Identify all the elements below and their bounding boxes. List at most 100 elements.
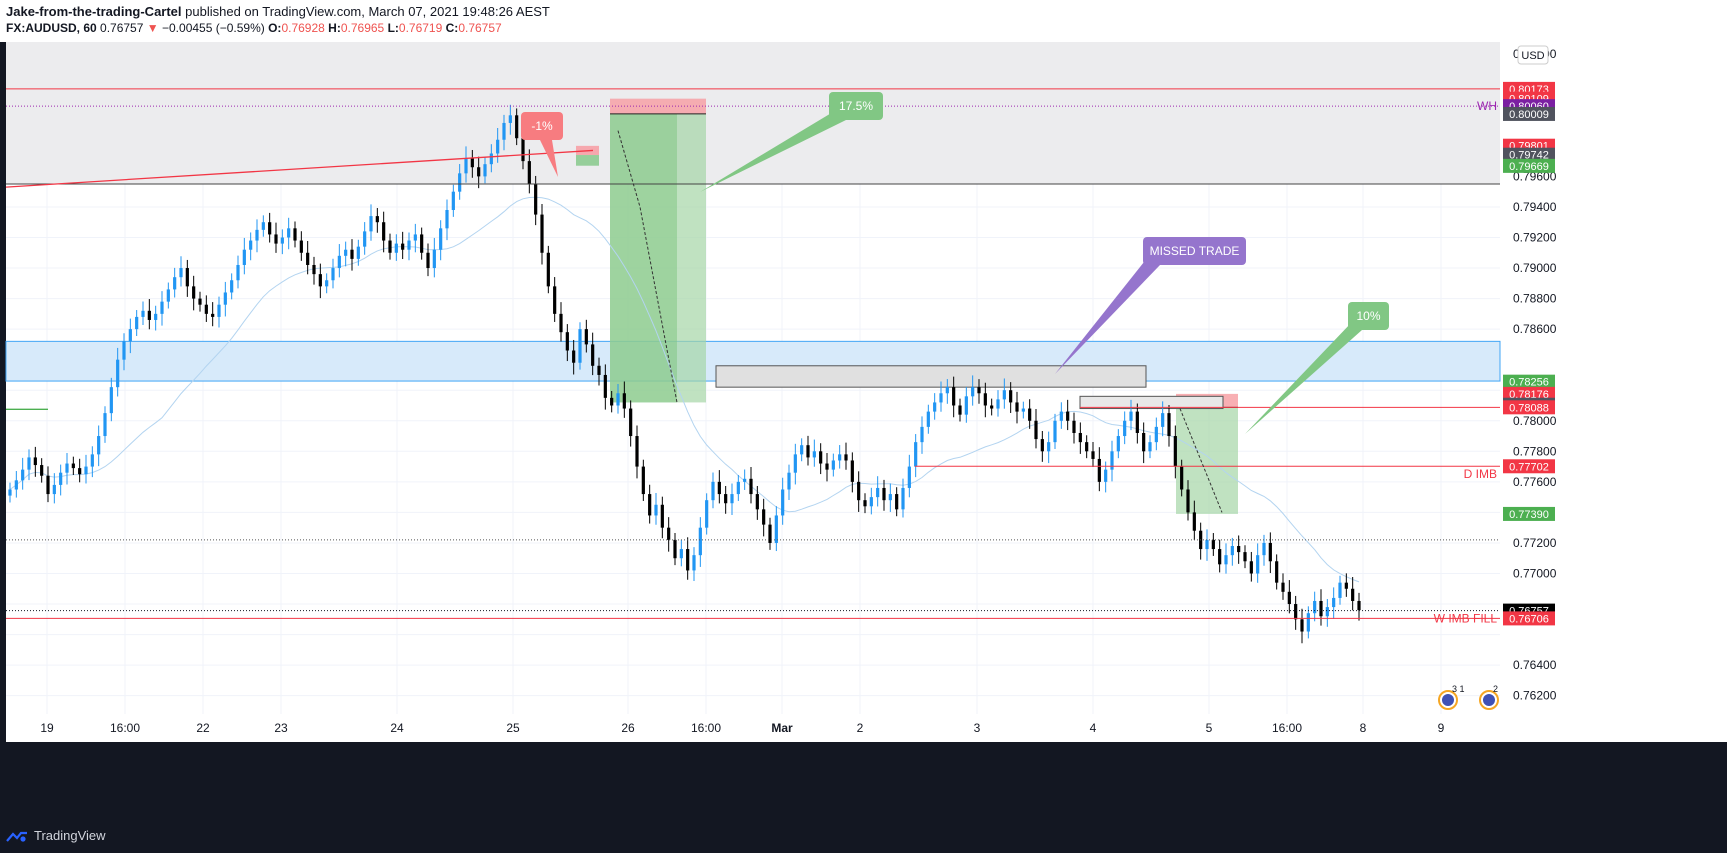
x-tick-label: 25 bbox=[506, 721, 520, 735]
candle-up bbox=[578, 329, 582, 363]
price-label-box bbox=[1503, 106, 1555, 121]
candle-down bbox=[1281, 582, 1285, 592]
x-tick-label: 16:00 bbox=[1272, 721, 1302, 735]
candle-up bbox=[774, 515, 778, 543]
y-tick-label: 0.78600 bbox=[1513, 322, 1557, 336]
price-label-box bbox=[1503, 611, 1555, 626]
callout-pointer bbox=[1055, 257, 1160, 374]
candle-up bbox=[1148, 442, 1152, 452]
candle-up bbox=[27, 457, 31, 470]
candle-down bbox=[565, 332, 569, 351]
candle-down bbox=[515, 115, 519, 139]
candle-down bbox=[1344, 582, 1348, 589]
candle-up bbox=[793, 454, 797, 473]
candle-down bbox=[1180, 466, 1184, 490]
callout-pointer bbox=[1245, 322, 1362, 434]
candle-up bbox=[249, 240, 253, 250]
candle-down bbox=[1085, 442, 1089, 452]
candle-down bbox=[540, 214, 544, 253]
candle-down bbox=[584, 329, 588, 345]
published-text: published on TradingView.com, March 07, … bbox=[185, 4, 550, 19]
candle-down bbox=[477, 167, 481, 177]
candle-up bbox=[838, 454, 842, 461]
candle-down bbox=[1167, 413, 1171, 437]
candle-down bbox=[268, 222, 272, 235]
candle-down bbox=[211, 313, 215, 317]
candle-up bbox=[331, 268, 335, 281]
currency-box[interactable] bbox=[1517, 45, 1549, 65]
callout-pointer bbox=[540, 140, 558, 177]
candle-up bbox=[287, 228, 291, 238]
time-axis[interactable] bbox=[6, 714, 1655, 742]
candle-down bbox=[46, 475, 50, 495]
x-tick-label: 3 bbox=[974, 721, 981, 735]
price-label-box bbox=[1503, 147, 1555, 162]
candle-up bbox=[869, 497, 873, 507]
candle-down bbox=[749, 478, 753, 495]
candle-down bbox=[806, 445, 810, 458]
candle-up bbox=[451, 191, 455, 210]
candle-up bbox=[236, 264, 240, 281]
price-label-box bbox=[1503, 158, 1555, 173]
candle-down bbox=[673, 539, 677, 559]
candle-up bbox=[1053, 420, 1057, 443]
candle-down bbox=[857, 481, 861, 501]
candle-down bbox=[293, 228, 297, 241]
candle-up bbox=[116, 359, 120, 388]
y-tick-label: 0.79000 bbox=[1513, 261, 1557, 275]
close-label: C: bbox=[445, 21, 459, 35]
candle-down bbox=[882, 487, 886, 501]
candle-down bbox=[686, 549, 690, 571]
candle-up bbox=[1059, 411, 1063, 421]
candle-up bbox=[1123, 420, 1127, 437]
candle-down bbox=[1009, 390, 1013, 403]
currency-label: USD bbox=[1521, 50, 1544, 62]
candle-up bbox=[135, 316, 139, 330]
symbol-label[interactable]: FX:AUDUSD, 60 bbox=[6, 21, 97, 35]
candle-up bbox=[217, 304, 221, 317]
candle-down bbox=[1218, 549, 1222, 565]
candle-up bbox=[1325, 607, 1329, 617]
candle-up bbox=[1110, 451, 1114, 470]
author-name[interactable]: Jake-from-the-trading-Cartel bbox=[6, 4, 182, 19]
candle-down bbox=[71, 463, 75, 469]
economic-events[interactable]: 3 1 2 bbox=[1438, 684, 1499, 710]
y-tick-label: 0.77600 bbox=[1513, 475, 1557, 489]
candle-down bbox=[375, 216, 379, 223]
candle-down bbox=[1300, 619, 1304, 632]
candle-down bbox=[350, 249, 354, 259]
candle-down bbox=[990, 405, 994, 409]
candle-up bbox=[939, 393, 943, 403]
price-axis[interactable] bbox=[1655, 42, 1727, 742]
candle-up bbox=[344, 249, 348, 256]
price-label: 0.77702 bbox=[1509, 461, 1549, 473]
candle-up bbox=[255, 229, 259, 241]
candle-down bbox=[591, 344, 595, 366]
candle-up bbox=[90, 454, 94, 467]
candle-up bbox=[692, 555, 696, 571]
close-value: 0.76757 bbox=[458, 21, 502, 35]
candle-up bbox=[1230, 546, 1234, 556]
callouts: -1% 17.5% MISSED TRADE 10% bbox=[521, 92, 1389, 434]
candle-down bbox=[844, 454, 848, 461]
candle-up bbox=[59, 472, 63, 485]
candle-down bbox=[825, 463, 829, 470]
price-label-box bbox=[1503, 459, 1555, 474]
price-label: 0.77390 bbox=[1509, 509, 1549, 521]
chart-canvas[interactable]: WH D IMB W IMB FILL -1% 17.5% MISSED TRADE 10… bbox=[0, 42, 1727, 820]
callout-box bbox=[1348, 302, 1389, 330]
candle-down bbox=[312, 264, 316, 275]
candle-up bbox=[1256, 555, 1260, 574]
candle-down bbox=[850, 460, 854, 482]
y-tick-label: 0.79600 bbox=[1513, 169, 1557, 183]
tradingview-logo[interactable]: TradingView bbox=[6, 828, 106, 843]
price-label-box bbox=[1503, 506, 1555, 521]
candle-down bbox=[1078, 432, 1082, 443]
candle-down bbox=[1135, 411, 1139, 433]
candle-up bbox=[1338, 582, 1342, 598]
candle-down bbox=[603, 374, 607, 398]
candle-down bbox=[1142, 432, 1146, 452]
candle-up bbox=[1161, 413, 1165, 427]
ohlc-legend: FX:AUDUSD, 60 0.76757 ▼ −0.00455 (−0.59%… bbox=[6, 21, 502, 35]
price-label: 0.78256 bbox=[1509, 377, 1549, 389]
